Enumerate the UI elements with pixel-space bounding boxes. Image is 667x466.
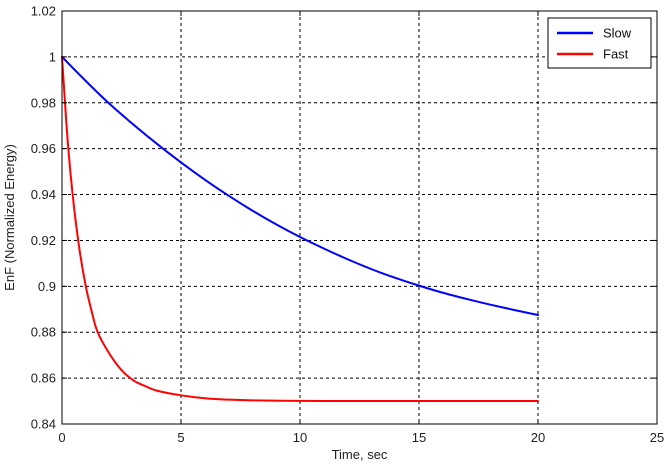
series-line-fast [61, 55, 539, 403]
plot-frame [61, 10, 658, 425]
y-tick-label: 0.94 [31, 187, 56, 202]
x-tick-label: 20 [531, 430, 545, 445]
series-line-slow [61, 55, 539, 317]
x-tick-label: 10 [293, 430, 307, 445]
legend: Slow Fast [547, 17, 652, 69]
y-tick-label: 0.98 [31, 95, 56, 110]
y-tick-label: 0.88 [31, 325, 56, 340]
x-tick-label: 15 [412, 430, 426, 445]
series-layer [61, 55, 539, 403]
x-tick-label: 5 [177, 430, 184, 445]
y-tick-label: 0.92 [31, 233, 56, 248]
x-tick-label: 25 [650, 430, 664, 445]
axis-ticks: 0 5 10 15 20 25 0.84 0.86 0.88 0.9 0.92 0.94 0.96 0.9… [31, 4, 665, 446]
y-tick-label: 1.02 [31, 4, 56, 19]
y-tick-label: 0.96 [31, 141, 56, 156]
legend-label-slow: Slow [603, 26, 632, 41]
x-tick-label: 0 [58, 430, 65, 445]
y-tick-label: 1 [49, 49, 56, 64]
x-axis-label: Time, sec [332, 447, 388, 462]
y-axis-label: EnF (Normalized Energy) [2, 144, 17, 291]
y-tick-label: 0.9 [38, 279, 56, 294]
y-tick-label: 0.84 [31, 417, 56, 432]
legend-box [547, 17, 652, 69]
grid-lines [62, 11, 657, 424]
plot-area [62, 11, 657, 424]
y-tick-label: 0.86 [31, 371, 56, 386]
legend-label-fast: Fast [603, 47, 629, 62]
